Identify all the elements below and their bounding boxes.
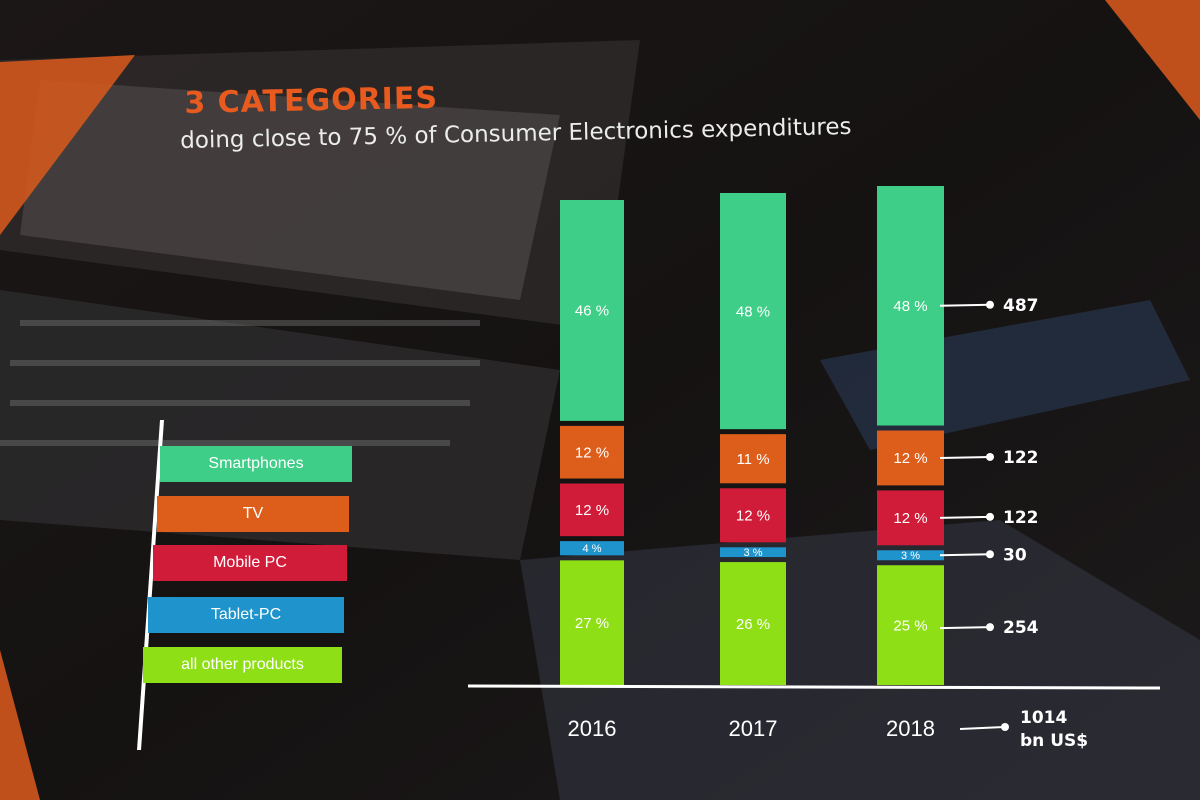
data-label-smartphones-2016: 46 %	[575, 303, 609, 320]
data-label-tv-2016: 12 %	[575, 444, 609, 461]
accent-shape-top-left	[0, 55, 135, 235]
bar-segment-tablet-pc-2016	[560, 541, 624, 556]
bar-segment-tv-2016	[560, 425, 624, 479]
bar-segment-all-other-products-2018	[877, 565, 944, 685]
legend-item-tablet-pc: Tablet-PC	[148, 597, 344, 633]
accent-shape-bottom-left	[0, 650, 40, 800]
bar-segment-all-other-products-2017	[720, 562, 786, 685]
bar-segment-smartphones-2018	[877, 186, 944, 426]
bar-segment-tv-2017	[720, 434, 786, 484]
data-label-tablet-pc-2016: 4 %	[583, 543, 602, 555]
accent-shape-top-right	[1105, 0, 1200, 120]
bar-segment-all-other-products-2016	[560, 560, 624, 685]
annotations-group: 254 30 122 122 487	[939, 296, 1039, 638]
annotation-line-smartphones	[939, 303, 991, 307]
total-unit: bn US$	[1020, 731, 1088, 751]
data-label-smartphones-2018: 48 %	[893, 298, 927, 315]
keyboard-keys-decoration	[0, 320, 480, 446]
data-label-all-other-products-2017: 26 %	[736, 616, 770, 633]
annotation-value-smartphones: 487	[1003, 296, 1039, 316]
laptop-screen-shape	[0, 40, 640, 330]
bar-segment-smartphones-2016	[560, 200, 624, 421]
x-tick-label-2016: 2016	[568, 716, 617, 741]
data-label-tablet-pc-2018: 3 %	[901, 550, 920, 562]
x-axis-baseline	[467, 684, 1161, 690]
total-value: 1014	[1020, 708, 1067, 728]
legend-item-mobile-pc: Mobile PC	[153, 545, 347, 581]
data-label-all-other-products-2018: 25 %	[893, 617, 927, 634]
annotation-line-tablet-pc	[939, 553, 991, 557]
legend-item-all-other-products: all other products	[143, 647, 342, 683]
data-label-mobile-pc-2016: 12 %	[575, 502, 609, 519]
bars-group: 27 % 4 % 12 % 12 % 46 % 26 % 3 % 12 % 11 % 48 % 25…	[560, 186, 944, 685]
bar-segment-smartphones-2017	[720, 193, 786, 430]
x-tick-label-2018: 2018	[886, 716, 935, 741]
year-labels-group: 2016 2017 2018	[568, 716, 935, 741]
annotation-line-mobile-pc	[939, 515, 991, 519]
bar-segment-mobile-pc-2017	[720, 488, 786, 543]
annotation-dot-smartphones	[986, 300, 994, 309]
annotation-dot-tablet-pc	[986, 550, 994, 559]
annotation-value-mobile-pc: 122	[1003, 508, 1039, 528]
bar-segment-mobile-pc-2018	[877, 490, 944, 546]
annotation-line-tv	[939, 455, 991, 459]
annotation-dot-tv	[986, 452, 994, 461]
tablet-shape	[520, 520, 1200, 800]
data-label-all-other-products-2016: 27 %	[575, 615, 609, 632]
bar-segment-tablet-pc-2017	[720, 547, 786, 558]
data-label-tv-2017: 11 %	[736, 451, 769, 468]
annotation-line-all-other-products	[939, 626, 991, 630]
data-label-tablet-pc-2017: 3 %	[744, 547, 763, 559]
data-label-mobile-pc-2018: 12 %	[893, 510, 927, 527]
data-label-tv-2018: 12 %	[893, 450, 927, 467]
legend-item-smartphones: Smartphones	[160, 446, 352, 482]
bar-segment-tablet-pc-2018	[877, 550, 944, 561]
data-label-smartphones-2017: 48 %	[736, 303, 770, 320]
annotation-dot-mobile-pc	[986, 512, 994, 521]
x-tick-label-2017: 2017	[729, 716, 778, 741]
annotation-value-tv: 122	[1003, 448, 1039, 468]
annotation-dot-all-other-products	[986, 623, 994, 632]
annotation-value-tablet-pc: 30	[1003, 545, 1027, 565]
bar-segment-mobile-pc-2016	[560, 483, 624, 537]
legend-item-tv: TV	[157, 496, 349, 532]
bar-segment-tv-2018	[877, 430, 944, 486]
laptop-keyboard-shape	[0, 290, 560, 560]
total-annotation: 1014 bn US$	[959, 708, 1088, 751]
data-label-mobile-pc-2017: 12 %	[736, 508, 770, 525]
annotation-value-all-other-products: 254	[1003, 618, 1039, 638]
